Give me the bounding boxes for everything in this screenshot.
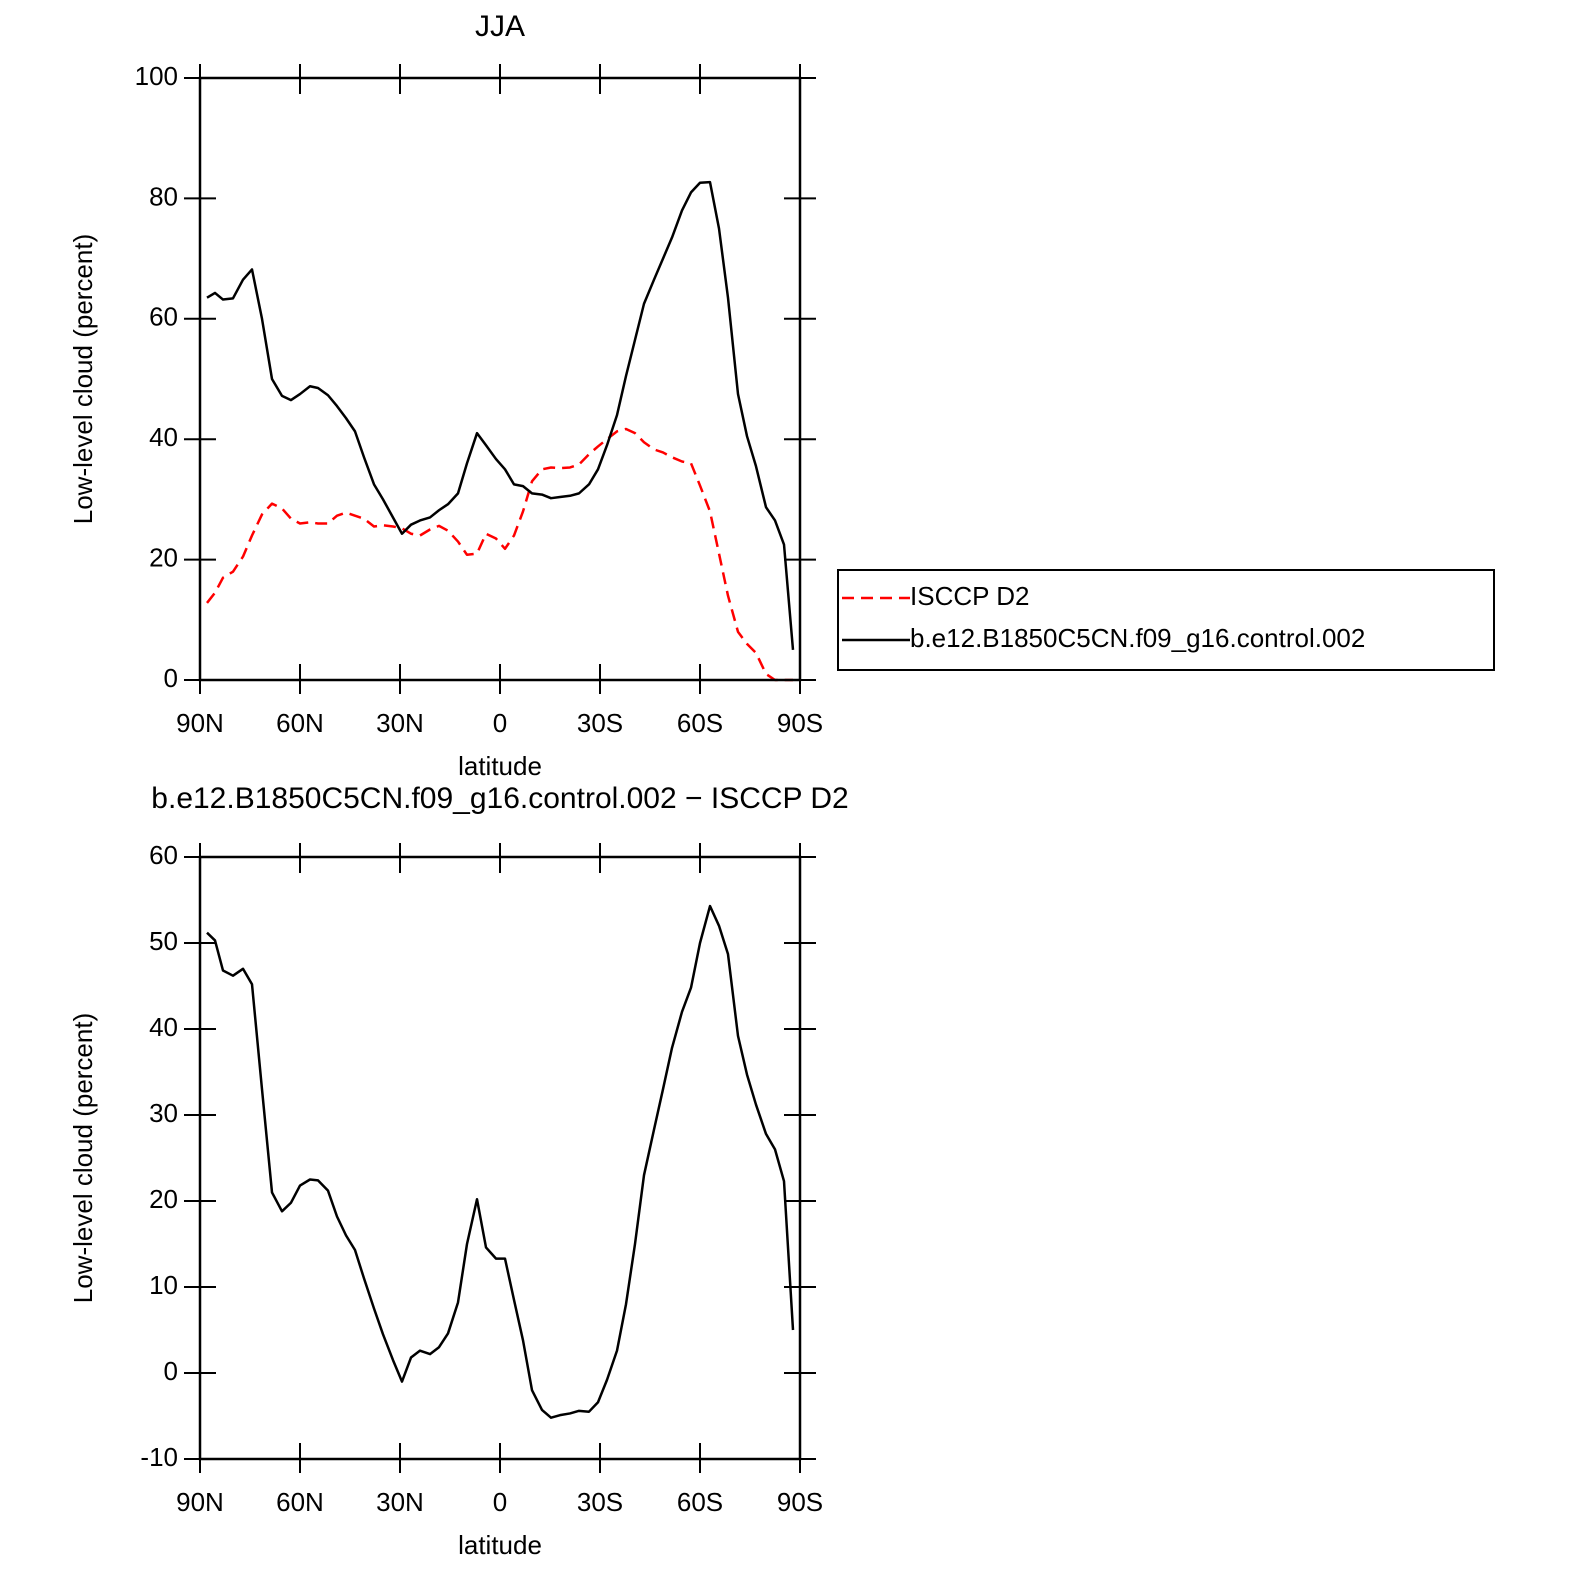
y-tick-label: 10 <box>149 1270 178 1300</box>
x-tick-label: 60S <box>677 1487 723 1517</box>
legend-label: b.e12.B1850C5CN.f09_g16.control.002 <box>910 623 1365 653</box>
chart-title: b.e12.B1850C5CN.f09_g16.control.002 − IS… <box>151 782 848 815</box>
y-tick-label: 20 <box>149 1184 178 1214</box>
chart-title: JJA <box>475 10 525 43</box>
x-tick-label: 60N <box>276 708 324 738</box>
data-line <box>206 180 795 651</box>
x-tick-label: 90S <box>777 1487 823 1517</box>
y-axis-label: Low-level cloud (percent) <box>68 234 98 524</box>
y-tick-label: 30 <box>149 1098 178 1128</box>
y-tick-label: 60 <box>149 840 178 870</box>
y-tick-label: 60 <box>149 302 178 332</box>
y-axis-label: Low-level cloud (percent) <box>68 1013 98 1303</box>
x-axis-label: latitude <box>458 751 542 781</box>
plot-frame <box>198 76 802 682</box>
y-tick-label: 40 <box>149 1012 178 1042</box>
x-tick-label: 0 <box>493 708 507 738</box>
x-tick-label: 30N <box>376 1487 424 1517</box>
y-tick-label: -10 <box>140 1442 178 1472</box>
y-tick-label: 80 <box>149 181 178 211</box>
plot-frame <box>198 855 802 1461</box>
y-tick-label: 0 <box>164 1356 178 1386</box>
y-tick-label: 40 <box>149 422 178 452</box>
x-tick-label: 90N <box>176 708 224 738</box>
x-tick-label: 0 <box>493 1487 507 1517</box>
y-tick-label: 100 <box>135 61 178 91</box>
y-tick-label: 20 <box>149 542 178 572</box>
x-tick-label: 90S <box>777 708 823 738</box>
legend-box <box>837 569 1495 671</box>
x-axis-label: latitude <box>458 1530 542 1560</box>
x-tick-label: 60S <box>677 708 723 738</box>
data-line <box>206 904 795 1419</box>
legend-label: ISCCP D2 <box>910 581 1029 611</box>
y-tick-label: 50 <box>149 926 178 956</box>
y-tick-label: 0 <box>164 663 178 693</box>
x-tick-label: 30N <box>376 708 424 738</box>
x-tick-label: 30S <box>577 1487 623 1517</box>
x-tick-label: 30S <box>577 708 623 738</box>
x-tick-label: 90N <box>176 1487 224 1517</box>
data-line <box>206 427 793 682</box>
x-tick-label: 60N <box>276 1487 324 1517</box>
